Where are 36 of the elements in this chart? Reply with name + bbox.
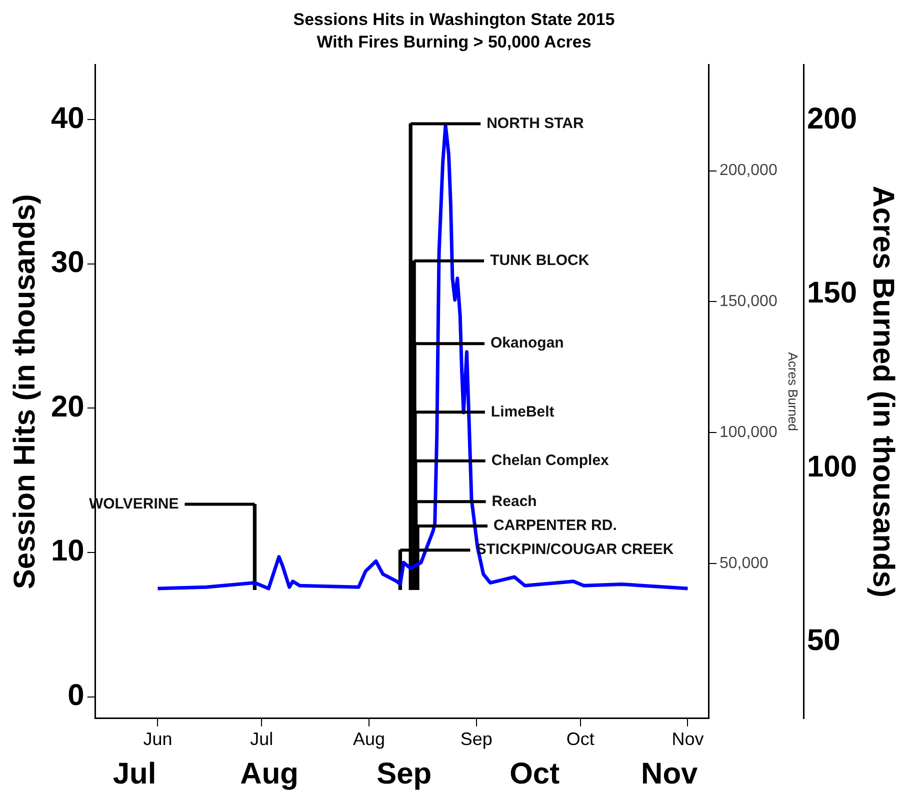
y2-tick-label: 200,000	[720, 162, 778, 180]
y-tick-label: 30	[50, 246, 84, 280]
chart-subtitle: With Fires Burning > 50,000 Acres	[316, 32, 592, 52]
y3-tick-label: 50	[806, 624, 840, 658]
x2-tick-label: Nov	[641, 757, 698, 790]
data-label: Chelan Complex	[491, 452, 610, 469]
x2-tick-label: Sep	[376, 757, 432, 790]
x-tick-label: Oct	[566, 729, 594, 750]
data-label: CARPENTER RD.	[494, 517, 617, 534]
x2-tick-label: Jul	[112, 757, 156, 790]
data-label: NORTH STAR	[486, 114, 584, 132]
x-tick-label: Jun	[143, 729, 172, 750]
y3-axis-title: Acres Burned (in thousands)	[866, 186, 900, 598]
x2-tick-label: Oct	[510, 757, 560, 790]
y3-tick-label: 150	[806, 276, 858, 310]
y2-axis-title: Acres Burned	[786, 352, 801, 431]
data-label: LimeBelt	[490, 403, 554, 420]
data-label: TUNK BLOCK	[490, 252, 590, 269]
y2-tick-label: 50,000	[720, 554, 769, 572]
y2-tick-label: 150,000	[720, 293, 778, 310]
data-label: Reach	[492, 492, 537, 510]
x-tick-label: Jul	[250, 729, 274, 750]
data-label: Okanogan	[490, 334, 564, 352]
y-tick-label: 40	[50, 102, 84, 135]
y-tick-label: 0	[68, 679, 84, 712]
x-tick-label: Nov	[672, 729, 704, 750]
y-tick-label: 20	[50, 390, 84, 424]
y3-tick-label: 100	[806, 450, 858, 484]
chart-title: Sessions Hits in Washington State 2015	[293, 10, 615, 29]
x2-tick-label: Aug	[240, 757, 298, 790]
y-axis-title: Session Hits (in thousands)	[8, 194, 42, 590]
x-tick-label: Aug	[353, 729, 386, 750]
y-tick-label: 10	[50, 534, 84, 568]
y3-tick-label: 200	[806, 102, 858, 136]
y2-tick-label: 100,000	[720, 424, 778, 441]
x-tick-label: Sep	[460, 729, 492, 750]
